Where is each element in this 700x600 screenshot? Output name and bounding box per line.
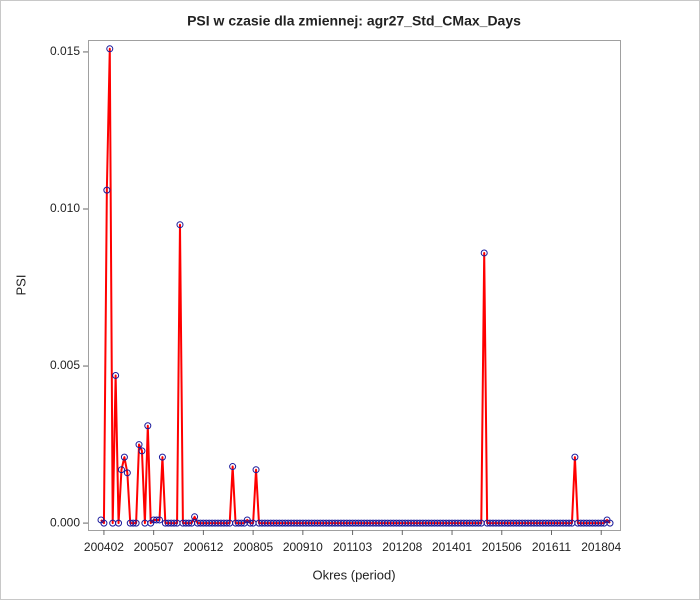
marker (117, 466, 125, 474)
marker (223, 519, 231, 527)
x-tick-label: 200910 (283, 540, 323, 554)
x-axis-title: Okres (period) (312, 567, 395, 582)
marker (170, 519, 178, 527)
marker (144, 422, 152, 430)
marker (246, 519, 254, 527)
marker (237, 519, 245, 527)
marker (123, 469, 131, 477)
marker (132, 519, 140, 527)
marker (138, 447, 146, 455)
marker (158, 453, 166, 461)
marker (185, 519, 193, 527)
plot-area (88, 40, 621, 531)
y-tick-label: 0.015 (50, 44, 80, 58)
marker (156, 516, 164, 524)
marker (480, 249, 488, 257)
marker (112, 371, 120, 379)
x-tick-label: 200507 (134, 540, 174, 554)
y-tick-label: 0.010 (50, 201, 80, 215)
marker (106, 45, 114, 53)
marker (474, 519, 482, 527)
marker (565, 519, 573, 527)
marker (103, 186, 111, 194)
x-tick-label: 201804 (581, 540, 621, 554)
marker (153, 516, 161, 524)
marker (120, 453, 128, 461)
marker (597, 519, 605, 527)
chart-title: PSI w czasie dla zmiennej: agr27_Std_CMa… (187, 13, 521, 29)
marker (229, 463, 237, 471)
x-tick-label: 201506 (482, 540, 522, 554)
marker (252, 466, 260, 474)
marker (176, 221, 184, 229)
marker (115, 519, 123, 527)
x-tick-label: 200402 (84, 540, 124, 554)
marker (606, 519, 614, 527)
x-tick-label: 201611 (532, 540, 571, 554)
marker (129, 519, 137, 527)
x-tick-label: 200612 (183, 540, 223, 554)
x-tick-label: 201208 (382, 540, 422, 554)
x-tick-label: 200805 (233, 540, 273, 554)
marker (100, 519, 108, 527)
x-tick-label: 201401 (432, 540, 472, 554)
y-tick-label: 0.000 (50, 515, 80, 529)
y-tick-label: 0.005 (50, 358, 80, 372)
y-axis-title: PSI (13, 275, 28, 296)
marker (191, 513, 199, 521)
marker (135, 441, 143, 449)
marker (571, 453, 579, 461)
x-tick-label: 201103 (333, 540, 372, 554)
